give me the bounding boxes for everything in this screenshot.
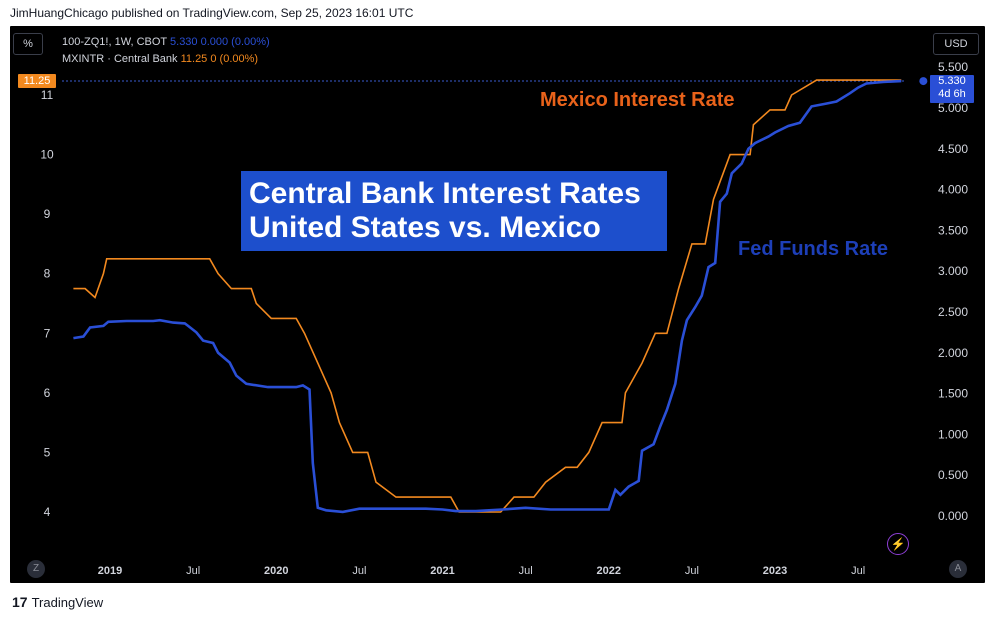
- right-tick-label: 3.500: [938, 223, 968, 237]
- right-tick-label: 0.500: [938, 468, 968, 482]
- right-price-tag-time: 4d 6h: [938, 88, 966, 100]
- left-tick-label: 7: [44, 326, 51, 340]
- tv-logo-icon: 17: [12, 594, 28, 610]
- legend-series1-values: 5.330 0.000 (0.00%): [170, 36, 270, 48]
- right-tick-label: 1.500: [938, 387, 968, 401]
- published-caption: JimHuangChicago published on TradingView…: [10, 6, 414, 20]
- x-tick-label: 2022: [597, 565, 621, 577]
- left-tick-label: 8: [44, 267, 51, 281]
- left-tick-label: 11: [41, 88, 54, 102]
- left-tick-label: 5: [44, 445, 51, 459]
- right-tick-label: 4.000: [938, 183, 968, 197]
- legend-series2[interactable]: MXINTR · Central Bank 11.25 0 (0.00%): [62, 53, 258, 65]
- x-tick-label: Jul: [519, 565, 533, 577]
- right-tick-label: 3.000: [938, 264, 968, 278]
- x-tick-label: 2019: [98, 565, 122, 577]
- right-tick-label: 4.500: [938, 142, 968, 156]
- left-price-tag: 11.25: [18, 74, 56, 88]
- fed-funds-line: [73, 79, 902, 514]
- title-line-2: United States vs. Mexico: [249, 211, 601, 244]
- currency-button[interactable]: USD: [933, 33, 979, 55]
- right-tick-label: 2.500: [938, 305, 968, 319]
- fed-last-dot: [919, 77, 928, 86]
- x-tick-label: Jul: [186, 565, 200, 577]
- right-axis: 0.000 0.500 1.000 1.500 2.000 2.500 3.000 3.500…: [938, 60, 968, 523]
- right-tick-label: 5.000: [938, 101, 968, 115]
- left-tick-label: 6: [44, 386, 51, 400]
- percent-scale-button[interactable]: %: [13, 33, 43, 55]
- x-tick-label: Jul: [352, 565, 366, 577]
- right-tick-label: 5.500: [938, 60, 968, 74]
- legend-series1-name: 100-ZQ1!, 1W, CBOT: [62, 36, 167, 48]
- x-tick-label: Jul: [685, 565, 699, 577]
- lightning-icon[interactable]: ⚡: [887, 533, 909, 555]
- tv-logo-text: TradingView: [31, 594, 104, 610]
- auto-scale-button[interactable]: A: [949, 560, 967, 578]
- title-line-1: Central Bank Interest Rates: [249, 177, 641, 210]
- legend-series1[interactable]: 100-ZQ1!, 1W, CBOT 5.330 0.000 (0.00%): [62, 36, 270, 48]
- right-price-tag-value: 5.330: [938, 75, 966, 87]
- tradingview-logo[interactable]: 17 TradingView: [12, 594, 103, 610]
- chart-frame[interactable]: [10, 26, 985, 583]
- mexico-label: Mexico Interest Rate: [540, 89, 735, 111]
- x-tick-label: 2020: [264, 565, 288, 577]
- x-tick-label: 2023: [763, 565, 787, 577]
- right-tick-label: 1.000: [938, 427, 968, 441]
- right-price-tag: 5.330 4d 6h: [930, 75, 974, 103]
- x-tick-label: 2021: [430, 565, 454, 577]
- legend-series2-name: MXINTR · Central Bank: [62, 53, 178, 65]
- x-tick-label: Jul: [851, 565, 865, 577]
- zoom-button[interactable]: Z: [27, 560, 45, 578]
- fed-label: Fed Funds Rate: [738, 238, 889, 260]
- left-axis: 4 5 6 7 8 9 10 11: [40, 88, 54, 519]
- legend-series2-values: 11.25 0 (0.00%): [180, 53, 259, 65]
- right-tick-label: 0.000: [938, 509, 968, 523]
- left-tick-label: 10: [40, 148, 54, 162]
- chart-title-box: Central Bank Interest Rates United State…: [241, 171, 667, 251]
- x-axis: 2019 Jul 2020 Jul 2021 Jul 2022 Jul 2023 Jul: [98, 565, 865, 577]
- left-tick-label: 4: [44, 505, 51, 519]
- mexico-rate-line: [73, 79, 902, 513]
- left-tick-label: 9: [44, 207, 51, 221]
- right-tick-label: 2.000: [938, 346, 968, 360]
